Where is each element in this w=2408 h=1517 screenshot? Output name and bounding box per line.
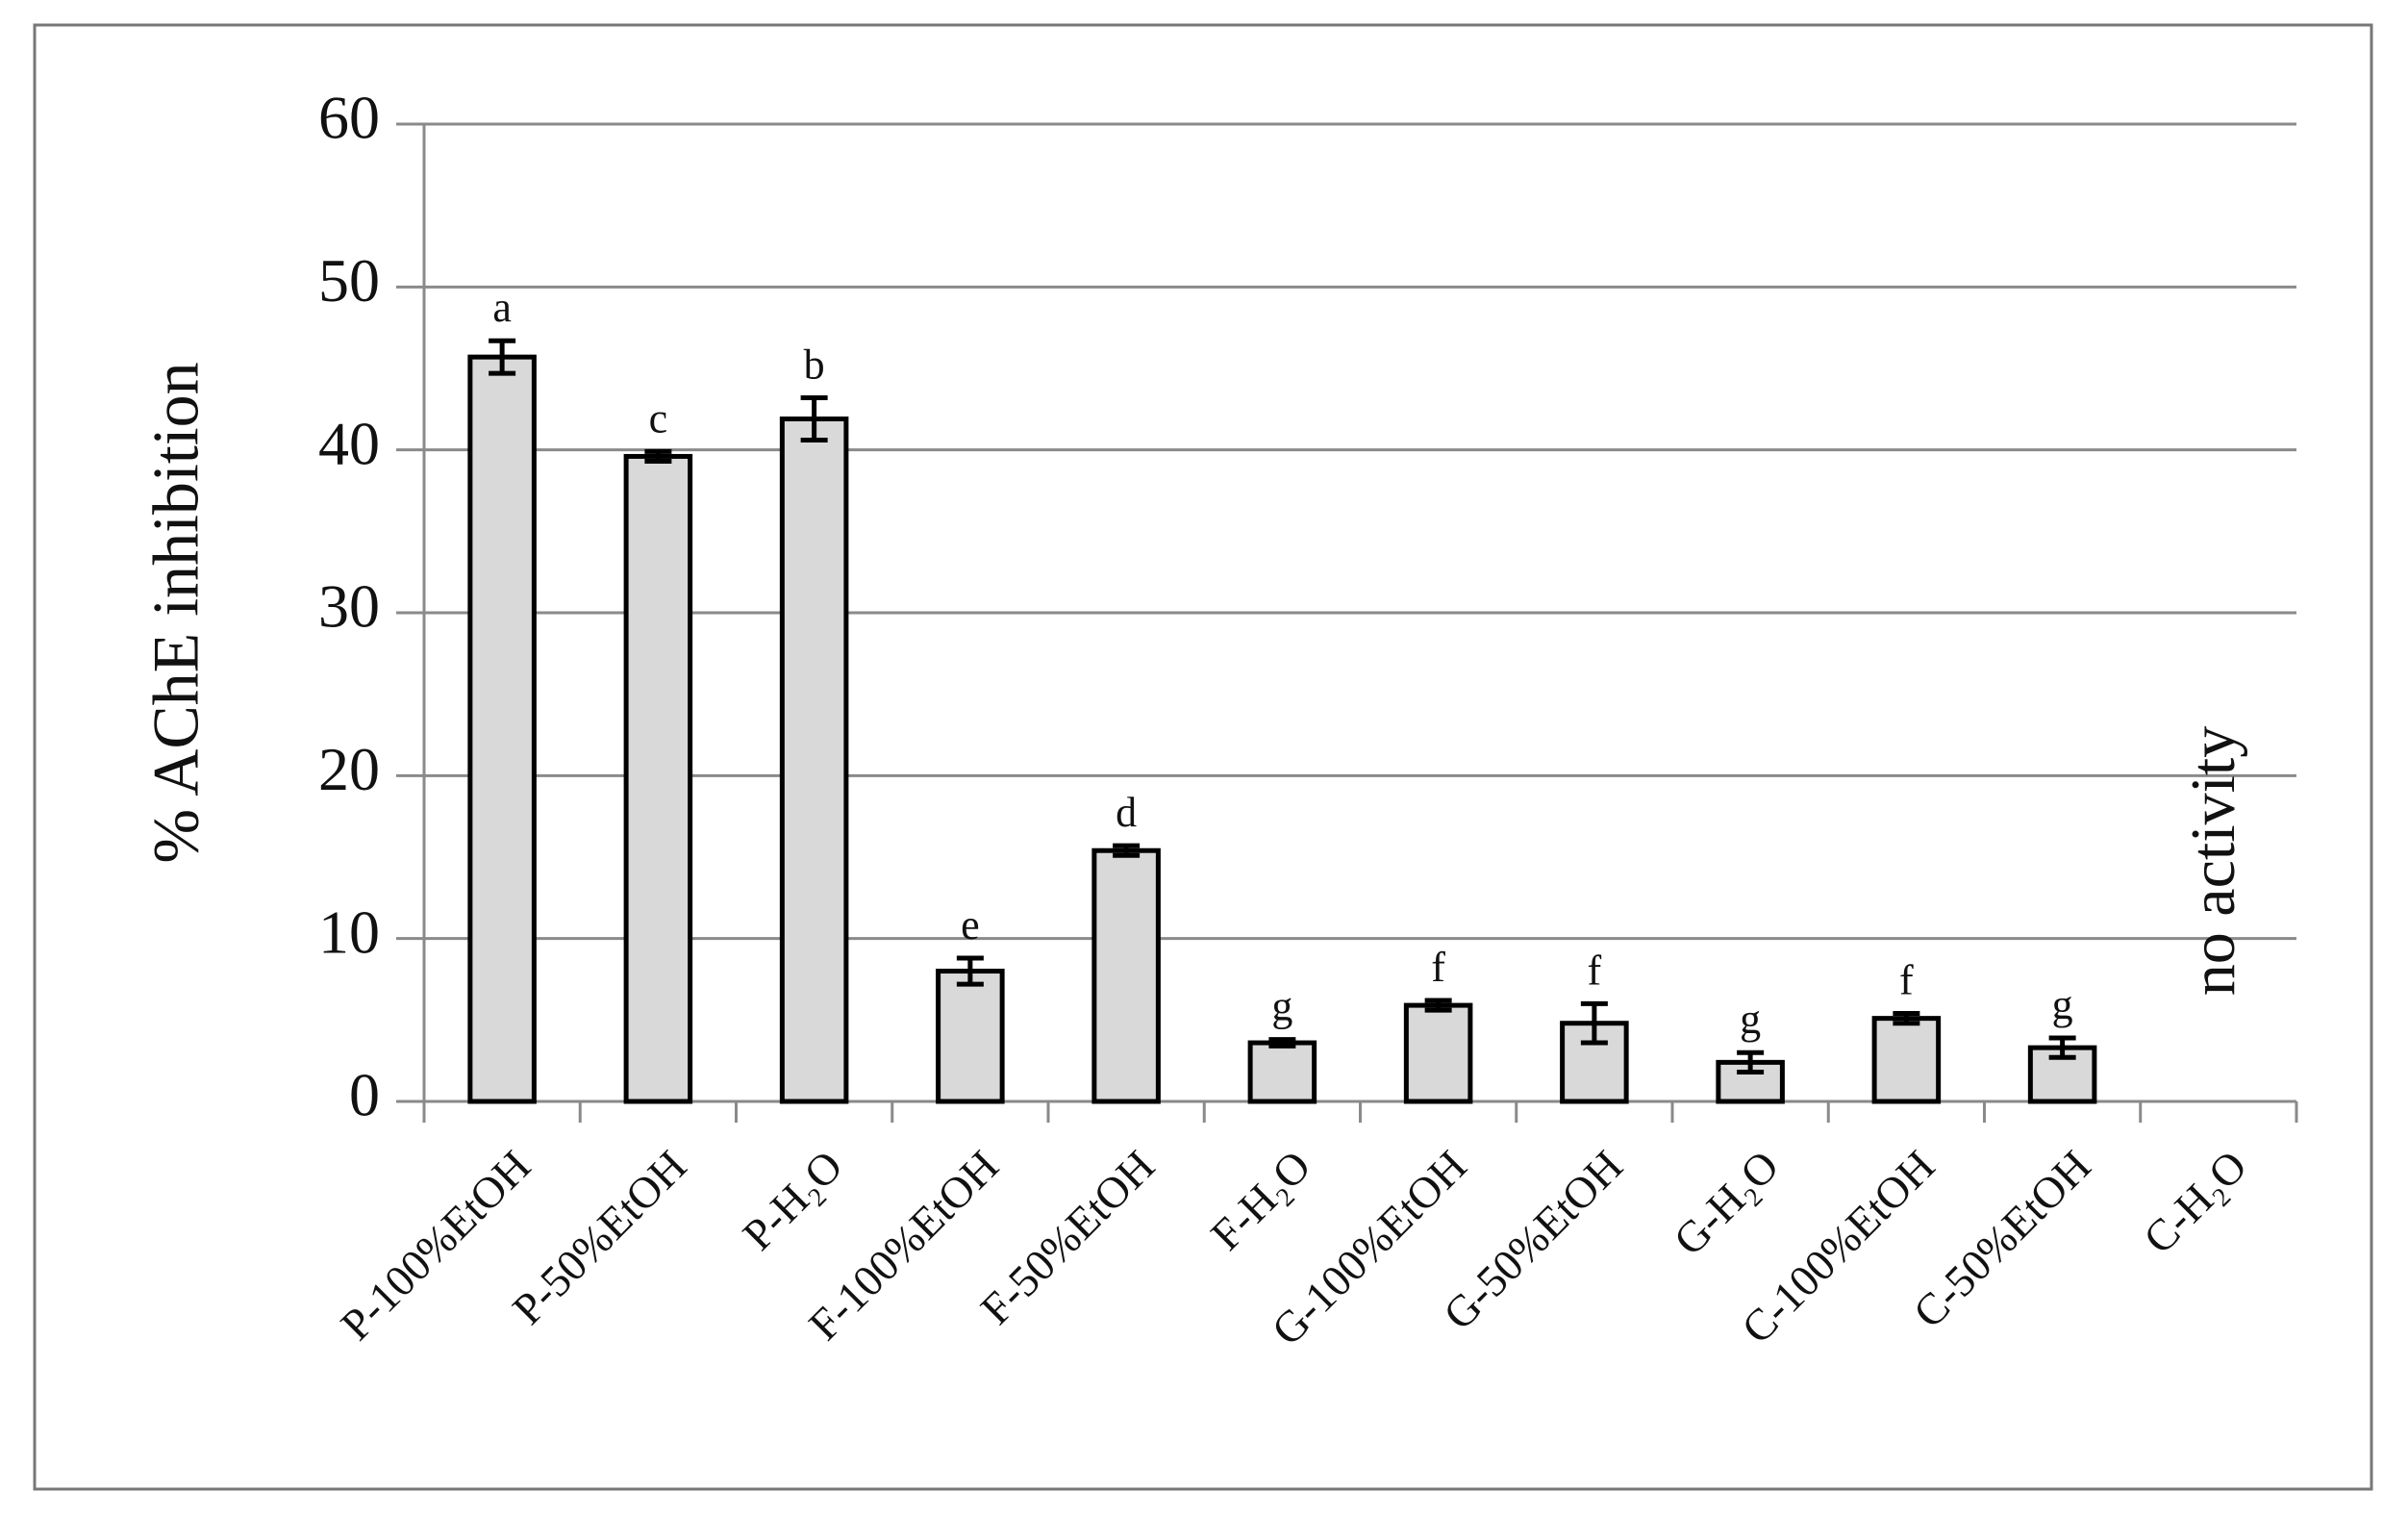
y-tick-label: 0 <box>349 1061 380 1129</box>
x-tick-label: P-H₂O <box>733 1141 851 1259</box>
error-bar <box>489 338 516 376</box>
x-tick-label: P-100%EtOH <box>331 1141 539 1350</box>
bar <box>779 416 849 1104</box>
significance-letter: f <box>1431 944 1445 991</box>
bar <box>936 969 1005 1104</box>
error-bar <box>1113 843 1141 858</box>
significance-letter: b <box>804 341 825 388</box>
x-tick-label: F-H₂O <box>1201 1141 1319 1259</box>
y-tick-label: 10 <box>318 898 380 966</box>
error-bar <box>1424 998 1452 1013</box>
y-tick-label: 50 <box>318 246 380 315</box>
x-tick-label: G-H₂O <box>1664 1141 1788 1265</box>
y-tick-label: 20 <box>318 735 380 803</box>
chart-frame <box>33 23 2373 1491</box>
error-bar <box>956 955 984 987</box>
bar <box>467 354 537 1104</box>
error-bar <box>1580 1000 1608 1046</box>
y-axis-label: % AChE inhibition <box>139 362 213 863</box>
error-bar <box>2048 1035 2076 1060</box>
significance-letter: g <box>1271 983 1292 1030</box>
x-tick-label: C-H₂O <box>2134 1141 2256 1263</box>
error-bar <box>1893 1011 1920 1026</box>
error-bar <box>1268 1037 1296 1049</box>
bar <box>623 453 693 1104</box>
y-tick-label: 40 <box>318 409 380 477</box>
y-tick-label: 30 <box>318 572 380 641</box>
significance-letter: c <box>649 394 668 442</box>
significance-letter: e <box>961 901 980 948</box>
error-bar <box>644 448 672 465</box>
bar <box>1247 1040 1317 1104</box>
significance-letter: f <box>1588 947 1602 994</box>
significance-letter: d <box>1116 789 1137 836</box>
significance-letter: g <box>1740 996 1761 1043</box>
bar <box>1091 847 1161 1104</box>
y-tick-label: 60 <box>318 84 380 152</box>
error-bar <box>800 394 828 443</box>
annotation: no activity <box>2178 726 2248 996</box>
bar <box>1403 1002 1473 1104</box>
significance-letter: f <box>1899 957 1914 1004</box>
significance-letter: a <box>492 284 512 331</box>
bar <box>1871 1016 1942 1104</box>
significance-letter: g <box>2052 981 2073 1028</box>
error-bar <box>1737 1049 1765 1075</box>
